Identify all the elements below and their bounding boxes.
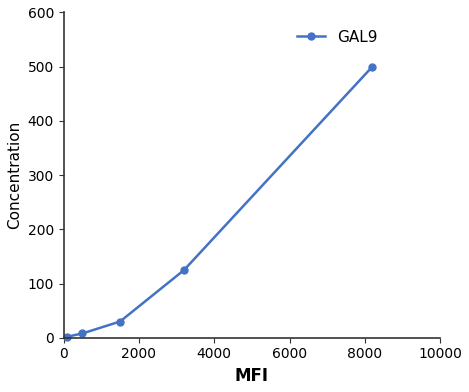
X-axis label: MFI: MFI <box>235 367 269 385</box>
GAL9 <box>370 64 375 69</box>
GAL9 <box>65 334 70 339</box>
GAL9 <box>117 319 123 324</box>
GAL9 <box>80 331 85 336</box>
GAL9 <box>182 268 187 272</box>
Legend: GAL9: GAL9 <box>297 30 378 45</box>
Line: GAL9: GAL9 <box>64 63 376 340</box>
Y-axis label: Concentration: Concentration <box>7 121 22 229</box>
